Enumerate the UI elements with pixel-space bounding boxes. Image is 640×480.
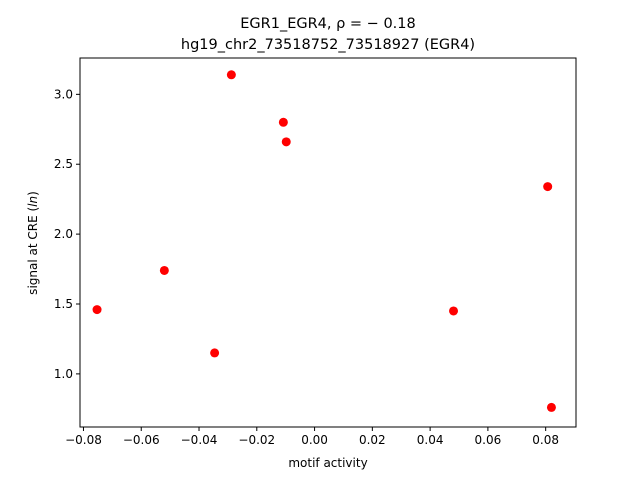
x-tick-label: −0.02 <box>238 433 275 447</box>
data-point <box>281 137 291 147</box>
y-axis-label-suffix: ) <box>26 191 40 196</box>
x-tick-label: −0.04 <box>181 433 218 447</box>
y-axis-label-prefix: signal at CRE ( <box>26 207 40 295</box>
data-point <box>449 306 459 316</box>
data-point <box>210 348 220 358</box>
x-tick-label: 0.08 <box>532 433 559 447</box>
x-tick-label: 0.04 <box>417 433 444 447</box>
x-axis-ticks: −0.08 −0.06 −0.04 −0.02 0.00 0.02 0.04 0.06 0.08 <box>65 427 559 447</box>
x-axis-label: motif activity <box>288 456 367 470</box>
y-tick-label: 1.5 <box>54 297 73 311</box>
data-point <box>159 265 169 275</box>
y-axis-label: signal at CRE (ln) <box>26 191 40 295</box>
x-tick-label: −0.08 <box>65 433 102 447</box>
chart-title-line2: hg19_chr2_73518752_73518927 (EGR4) <box>181 37 475 53</box>
y-axis-ticks: 1.0 1.5 2.0 2.5 3.0 <box>54 87 80 381</box>
plot-area-frame <box>79 57 577 428</box>
y-tick-label: 3.0 <box>54 87 73 101</box>
data-point <box>278 117 288 127</box>
data-point <box>92 305 102 315</box>
x-tick-label: 0.00 <box>301 433 328 447</box>
data-point <box>543 182 553 192</box>
chart-title-line1: EGR1_EGR4, ρ = − 0.18 <box>240 16 415 32</box>
data-points <box>92 70 556 412</box>
x-tick-label: 0.02 <box>359 433 386 447</box>
y-axis-label-italic: ln <box>26 196 40 207</box>
x-tick-label: −0.06 <box>123 433 160 447</box>
data-point <box>226 70 236 80</box>
data-point <box>546 402 556 412</box>
y-tick-label: 2.0 <box>54 227 73 241</box>
y-tick-label: 2.5 <box>54 157 73 171</box>
y-tick-label: 1.0 <box>54 367 73 381</box>
x-tick-label: 0.06 <box>475 433 502 447</box>
